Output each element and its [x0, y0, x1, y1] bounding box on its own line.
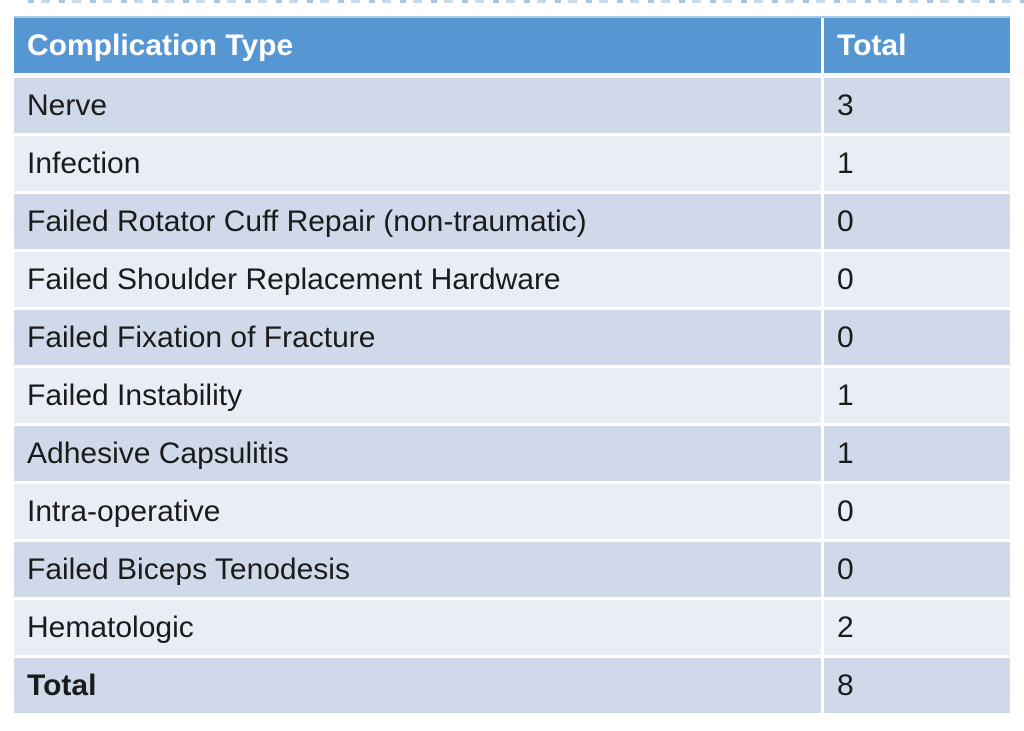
cell-total-value: 0 — [821, 484, 1010, 539]
table-header-row: Complication Type Total — [14, 16, 1010, 73]
table-row: Adhesive Capsulitis 1 — [14, 426, 1010, 481]
header-complication-type: Complication Type — [14, 18, 821, 73]
table-row: Failed Fixation of Fracture 0 — [14, 310, 1010, 365]
cell-complication-type: Hematologic — [14, 600, 821, 655]
table-row: Failed Shoulder Replacement Hardware 0 — [14, 252, 1010, 307]
footer-total-label: Total — [14, 658, 821, 713]
complications-table: Complication Type Total Nerve 3 Infectio… — [14, 16, 1010, 716]
cell-total-value: 1 — [821, 426, 1010, 481]
footer-total-value: 8 — [821, 658, 1010, 713]
cell-total-value: 0 — [821, 542, 1010, 597]
cell-total-value: 0 — [821, 252, 1010, 307]
cell-complication-type: Failed Biceps Tenodesis — [14, 542, 821, 597]
table-row: Failed Instability 1 — [14, 368, 1010, 423]
cropped-edge-artifact — [28, 0, 1024, 3]
cell-total-value: 3 — [821, 78, 1010, 133]
cell-complication-type: Adhesive Capsulitis — [14, 426, 821, 481]
cell-complication-type: Failed Shoulder Replacement Hardware — [14, 252, 821, 307]
cell-complication-type: Nerve — [14, 78, 821, 133]
table-row: Hematologic 2 — [14, 600, 1010, 655]
table-row: Nerve 3 — [14, 78, 1010, 133]
cell-total-value: 0 — [821, 194, 1010, 249]
table-row: Infection 1 — [14, 136, 1010, 191]
cell-complication-type: Failed Rotator Cuff Repair (non-traumati… — [14, 194, 821, 249]
cell-complication-type: Infection — [14, 136, 821, 191]
cell-complication-type: Intra-operative — [14, 484, 821, 539]
cell-complication-type: Failed Instability — [14, 368, 821, 423]
table-row: Intra-operative 0 — [14, 484, 1010, 539]
cell-total-value: 0 — [821, 310, 1010, 365]
cell-complication-type: Failed Fixation of Fracture — [14, 310, 821, 365]
cell-total-value: 1 — [821, 368, 1010, 423]
cell-total-value: 1 — [821, 136, 1010, 191]
table-row: Failed Biceps Tenodesis 0 — [14, 542, 1010, 597]
cell-total-value: 2 — [821, 600, 1010, 655]
table-row: Failed Rotator Cuff Repair (non-traumati… — [14, 194, 1010, 249]
table-footer-row: Total 8 — [14, 658, 1010, 713]
header-total: Total — [821, 18, 1010, 73]
